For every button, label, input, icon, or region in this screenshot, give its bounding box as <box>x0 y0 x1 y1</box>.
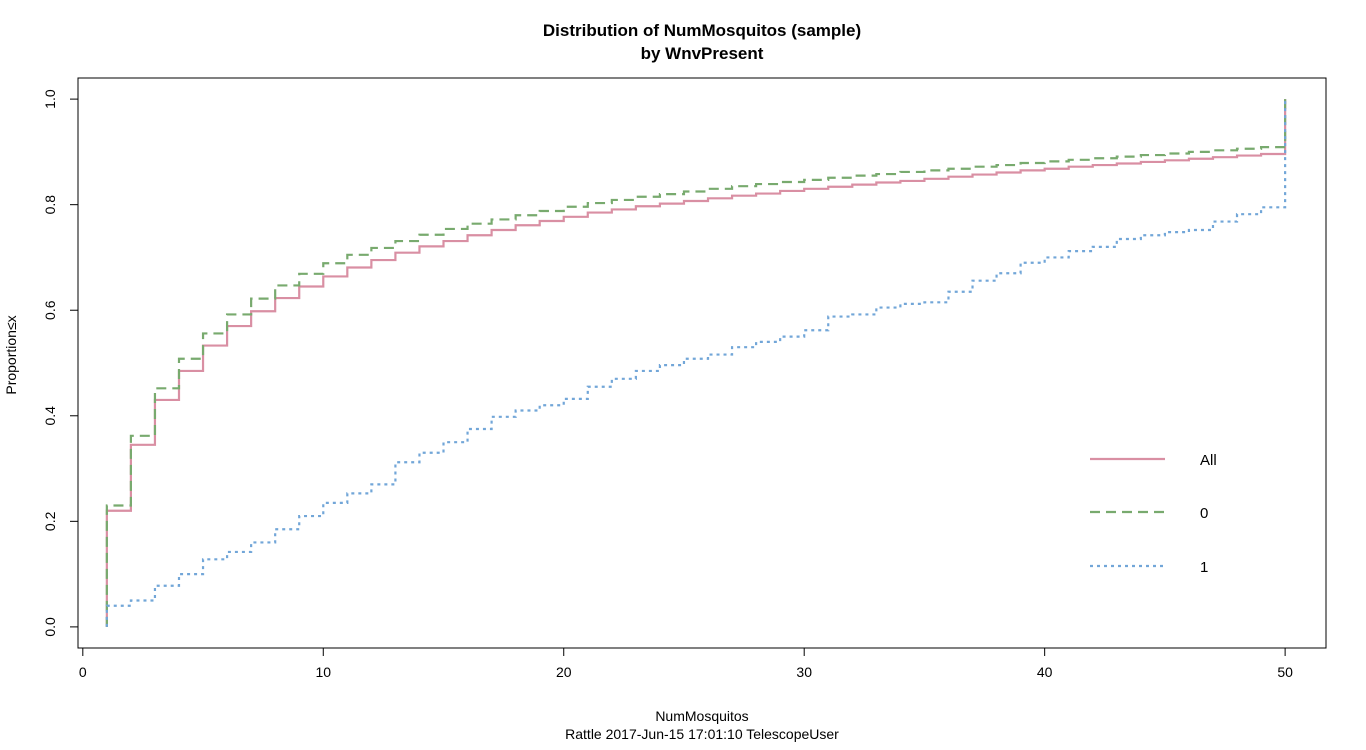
chart-caption: Rattle 2017-Jun-15 17:01:10 TelescopeUse… <box>565 726 839 742</box>
y-tick-label-5: 1.0 <box>42 89 58 109</box>
chart-title: Distribution of NumMosquitos (sample) <box>543 21 861 40</box>
y-tick-label-2: 0.4 <box>42 406 58 426</box>
x-axis: 0 10 20 30 40 50 <box>79 648 1293 680</box>
y-axis: 0.0 0.2 0.4 0.6 0.8 1.0 <box>42 89 78 636</box>
x-tick-label-50: 50 <box>1277 664 1293 680</box>
legend-label-All: All <box>1200 452 1217 469</box>
series-All <box>107 99 1285 627</box>
x-axis-label: NumMosquitos <box>655 708 748 724</box>
series-line-0 <box>107 99 1285 627</box>
series-0 <box>107 99 1285 627</box>
y-tick-label-1: 0.2 <box>42 511 58 531</box>
legend-label-1: 1 <box>1200 559 1208 576</box>
x-tick-label-40: 40 <box>1037 664 1053 680</box>
series-1 <box>107 99 1285 627</box>
x-tick-label-0: 0 <box>79 664 87 680</box>
y-axis-label: Proportion≤x <box>3 315 19 394</box>
y-tick-label-3: 0.6 <box>42 300 58 320</box>
y-tick-label-4: 0.8 <box>42 195 58 215</box>
series-line-All <box>107 99 1285 627</box>
x-tick-label-20: 20 <box>556 664 572 680</box>
series-line-1 <box>107 99 1285 627</box>
series-layer <box>107 99 1285 627</box>
legend: All 0 1 <box>1090 452 1217 576</box>
chart-subtitle: by WnvPresent <box>641 44 764 63</box>
x-tick-label-10: 10 <box>315 664 331 680</box>
legend-label-0: 0 <box>1200 505 1208 522</box>
x-tick-label-30: 30 <box>796 664 812 680</box>
y-tick-label-0: 0.0 <box>42 617 58 637</box>
